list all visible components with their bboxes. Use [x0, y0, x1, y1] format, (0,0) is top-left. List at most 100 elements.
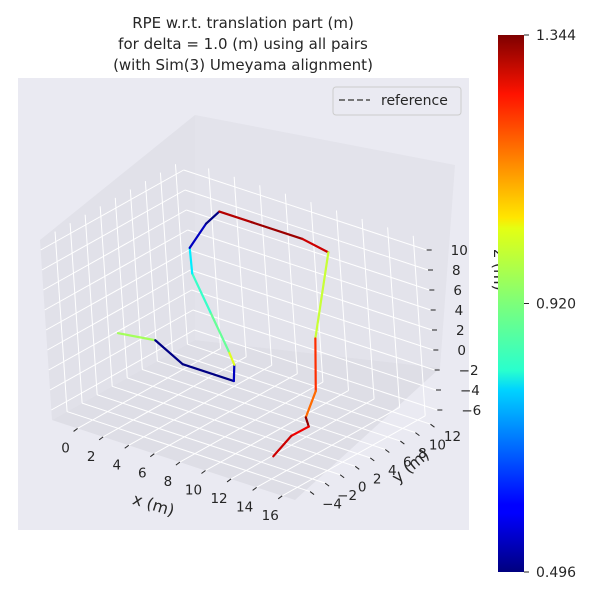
trajectory-segment	[290, 425, 310, 437]
grid-line	[188, 249, 433, 331]
y-tick-label: 6	[403, 454, 412, 470]
z-tick-label: 0	[457, 343, 466, 359]
z-tick-label: 4	[455, 303, 464, 319]
grid-line	[233, 176, 247, 357]
grid-line	[142, 368, 386, 450]
trajectory-segment	[301, 237, 330, 254]
trajectory-segment	[227, 350, 236, 366]
grid-line	[412, 235, 426, 416]
x-tick-label: 10	[185, 483, 202, 499]
trajectory-segment	[204, 210, 221, 225]
legend-reference-label: reference	[381, 93, 448, 109]
x-tick-label: 16	[262, 508, 279, 524]
y-tick-label: 0	[358, 480, 367, 496]
z-tick-label: 6	[453, 283, 462, 299]
y-tick-mark	[385, 449, 390, 453]
pane-back	[195, 115, 455, 368]
y-tick-mark	[309, 491, 315, 495]
grid-line	[157, 360, 401, 442]
y-tick-mark	[415, 432, 420, 437]
chart-title-line-2: for delta = 1.0 (m) using all pairs	[118, 35, 368, 53]
grid-line	[44, 229, 188, 311]
grid-line	[43, 209, 187, 291]
grid-line	[259, 185, 273, 366]
x-tick-label: 2	[87, 449, 96, 465]
x-tick-mark	[150, 453, 155, 458]
trajectory-segment	[188, 246, 194, 275]
grid-line	[387, 227, 401, 408]
trajectory-segment	[154, 339, 184, 366]
grid-line	[179, 381, 324, 463]
grid-line	[47, 269, 191, 351]
trajectory-segment	[181, 363, 235, 383]
y-tick-mark	[354, 465, 360, 470]
chart-title-line-1: RPE w.r.t. translation part (m)	[132, 14, 354, 32]
trajectory-segment	[304, 416, 310, 428]
grid-line	[45, 249, 190, 331]
grid-line	[230, 398, 375, 480]
grid-line	[183, 169, 427, 251]
x-tick-label: 12	[210, 491, 227, 507]
grid-line	[205, 390, 349, 471]
z-tick-label: −4	[460, 383, 480, 399]
y-tick-mark	[400, 440, 405, 445]
x-tick-mark	[277, 495, 283, 500]
trajectory	[116, 210, 330, 458]
y-tick-mark	[430, 423, 435, 428]
x-tick-label: 14	[236, 499, 253, 515]
y-tick-label: 12	[444, 429, 461, 445]
y-tick-label: 4	[388, 463, 397, 479]
legend: reference	[332, 86, 462, 116]
z-tick-label: 2	[456, 323, 465, 339]
grid-line	[112, 385, 356, 467]
grid-line	[187, 229, 431, 311]
grid-line	[310, 202, 324, 383]
grid-line	[208, 168, 222, 349]
y-tick-label: 8	[418, 446, 427, 462]
trajectory-segment	[272, 434, 293, 458]
x-tick-mark	[73, 428, 78, 432]
trajectory-segment	[314, 251, 330, 340]
grid-line	[154, 373, 298, 455]
trajectory-segment	[250, 221, 304, 241]
x-tick-label: 4	[112, 457, 121, 473]
grid-line	[102, 356, 247, 438]
trajectory-segment	[116, 332, 157, 342]
colorbar-tick-label: 0.920	[536, 297, 576, 313]
grid-line	[49, 309, 194, 391]
x-tick-mark	[201, 470, 206, 474]
z-tick-label: −2	[459, 363, 479, 379]
x-tick-mark	[252, 486, 257, 491]
x-tick-label: 8	[164, 474, 173, 490]
grid-line	[77, 347, 221, 429]
y-tick-label: 10	[429, 438, 446, 454]
pane-floor	[52, 340, 440, 500]
y-tick-mark	[369, 457, 375, 462]
grid-line	[187, 343, 431, 425]
y-tick-mark	[339, 474, 345, 479]
trajectory-segment	[209, 311, 230, 353]
x-tick-mark	[124, 444, 130, 449]
x-tick-mark	[175, 461, 181, 466]
z-tick-label: 10	[451, 243, 468, 259]
trajectory-segment	[218, 210, 253, 224]
trajectory-segment	[188, 222, 208, 249]
trajectory-segment	[304, 389, 317, 419]
grid-line	[40, 169, 184, 251]
grid-line	[190, 269, 434, 351]
colorbar-tick-label: 0.496	[536, 565, 576, 581]
grid-line	[281, 415, 426, 497]
y-tick-mark	[324, 482, 330, 487]
grid-line	[128, 364, 272, 446]
grid-line	[184, 189, 429, 271]
grid-line	[51, 329, 195, 411]
colorbar: 1.344 0.920 0.496	[498, 28, 576, 581]
x-tick-mark	[98, 436, 104, 441]
colorbar-tick-label: 1.344	[536, 28, 576, 44]
grid-lines	[40, 164, 438, 497]
grid-line	[172, 352, 416, 434]
y-tick-label: −4	[322, 497, 342, 513]
y-tick-label: 2	[373, 471, 382, 487]
